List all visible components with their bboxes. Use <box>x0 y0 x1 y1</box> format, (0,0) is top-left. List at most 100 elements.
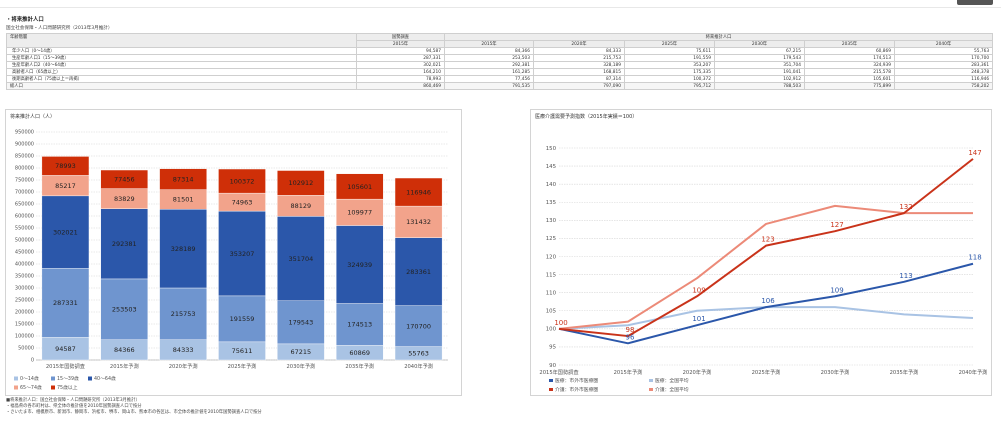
table-cell: 164,210 <box>356 68 445 76</box>
bar-segment <box>41 268 90 338</box>
y-tick-label: 300000 <box>15 286 34 292</box>
legend-label: 介護：市外市医療圏 <box>555 386 598 393</box>
legend-swatch <box>549 388 553 391</box>
x-tick-label: 2015年国勢調査 <box>539 368 578 376</box>
x-tick-label: 2015年予測 <box>110 362 139 370</box>
footnote-line: ■将来推計人口：国立社会保障・人口問題研究所（2013年3月推計） <box>6 398 140 403</box>
y-tick-label: 105 <box>546 309 556 315</box>
table-cell: 179,543 <box>714 54 805 62</box>
bar-segment <box>394 237 443 306</box>
table-row: 年少人口（0〜14歳） 94,587 84,366 84,333 75,611 67,21… <box>6 47 994 55</box>
bar-value-label: 116946 <box>406 188 431 196</box>
y-tick-label: 500000 <box>15 238 34 244</box>
bar-value-label: 77456 <box>114 176 135 184</box>
y-tick-label: 450000 <box>15 250 34 256</box>
table-cell: 84,333 <box>533 47 625 55</box>
bar-value-label: 102912 <box>288 179 313 187</box>
x-tick-label: 2040年予測 <box>404 362 433 370</box>
point-value-label: 98 <box>626 326 635 334</box>
table-cell: 100,372 <box>624 75 715 83</box>
bar-segment <box>41 195 90 269</box>
bar-segment <box>277 300 325 345</box>
table-cell: 302,021 <box>356 61 445 69</box>
y-tick-label: 145 <box>546 164 556 170</box>
bar-value-label: 74963 <box>232 198 253 206</box>
legend-swatch <box>649 379 653 382</box>
bar-value-label: 287331 <box>53 299 78 307</box>
bar-value-label: 78993 <box>55 162 76 170</box>
bar-segment <box>100 208 149 280</box>
y-tick-label: 750000 <box>15 178 34 184</box>
series-line <box>558 204 973 330</box>
table-cell: 67,215 <box>714 47 805 55</box>
x-tick-label: 2035年予測 <box>890 368 919 376</box>
series-line <box>558 306 974 330</box>
row-label: 高齢者人口（65歳以上） <box>6 68 357 76</box>
bar-value-label: 84366 <box>114 346 135 354</box>
y-tick-label: 130 <box>546 218 557 224</box>
bar-value-label: 88129 <box>291 202 312 210</box>
point-value-label: 101 <box>692 315 705 323</box>
legend-label: 65〜74歳 <box>20 384 42 391</box>
table-cell: 292,381 <box>444 61 534 69</box>
corner-menu-button[interactable] <box>957 0 993 5</box>
series-line <box>558 262 974 345</box>
bar-value-label: 302021 <box>53 228 78 236</box>
table-cell: 860,469 <box>356 82 445 90</box>
point-value-label: 100 <box>554 319 567 327</box>
y-tick-label: 100000 <box>15 334 34 340</box>
legend-swatch <box>649 388 653 391</box>
table-cell: 215,753 <box>533 54 625 62</box>
footnotes: ■将来推計人口：国立社会保障・人口問題研究所（2013年3月推計） ・福島県の各… <box>6 398 706 416</box>
y-tick-label: 250000 <box>15 298 34 304</box>
row-label: 年少人口（0〜14歳） <box>6 47 357 55</box>
table-year-header-row: 2015年 2015年 2020年 2025年 2030年 2035年 2040年 <box>7 40 994 48</box>
legend-label: 15〜39歳 <box>57 375 79 382</box>
bar-segment <box>335 173 384 200</box>
y-tick-label: 400000 <box>15 262 34 268</box>
legend-label: 0〜14歳 <box>20 375 39 382</box>
table-cell: 174,513 <box>804 54 895 62</box>
x-tick-label: 2035年予測 <box>345 362 374 370</box>
point-value-label: 109 <box>830 286 843 294</box>
row-label: 生産年齢人口2（40〜64歳） <box>6 61 357 69</box>
bar-segment <box>41 156 90 176</box>
point-value-label: 106 <box>761 297 775 305</box>
point-value-label: 113 <box>899 272 912 280</box>
table-cell: 175,335 <box>624 68 715 76</box>
year-column-header: 2025年 <box>624 40 715 48</box>
y-tick-label: 850000 <box>15 154 34 160</box>
census-group-header: 国勢調査 <box>356 33 445 41</box>
y-tick-label: 650000 <box>15 202 34 208</box>
table-row: 生産年齢人口1（15〜39歳） 287,331 253,503 215,753 191,… <box>6 54 994 62</box>
demand-index-line-chart: 90 95 100 105 110 115 120 125 130 135 140 145 150 201… <box>539 146 987 393</box>
bar-value-label: 191559 <box>230 315 255 323</box>
table-cell: 324,939 <box>804 61 895 69</box>
bar-value-label: 83829 <box>114 195 135 203</box>
bar-segment <box>394 305 443 347</box>
y-tick-label: 900000 <box>15 142 34 148</box>
table-cell: 84,366 <box>444 47 534 55</box>
y-tick-label: 700000 <box>15 190 34 196</box>
legend-label: 75歳以上 <box>57 384 78 391</box>
table-cell: 788,503 <box>714 82 805 90</box>
y-tick-label: 120 <box>546 254 557 260</box>
bar-value-label: 292381 <box>112 240 137 248</box>
bar-value-label: 85217 <box>55 182 76 190</box>
bar-value-label: 67215 <box>291 348 312 356</box>
table-body: 年少人口（0〜14歳） 94,587 84,366 84,333 75,611 67,21… <box>6 47 994 90</box>
bar-value-label: 324939 <box>347 261 372 269</box>
point-value-label: 123 <box>761 236 774 244</box>
table-row: 高齢者人口（65歳以上） 164,210 161,285 168,815 175,335… <box>6 68 994 76</box>
bar-segment <box>335 198 384 226</box>
bar-value-label: 328189 <box>171 245 196 253</box>
bar-value-label: 84333 <box>173 346 194 354</box>
point-value-label: 132 <box>899 203 912 211</box>
bar-value-label: 55763 <box>408 350 429 358</box>
point-value-label: 127 <box>830 221 843 229</box>
bar-value-label: 170700 <box>406 322 431 330</box>
bar-value-label: 353207 <box>230 250 255 258</box>
y-tick-label: 125 <box>546 236 556 242</box>
bar-segment <box>159 287 207 340</box>
y-tick-label: 600000 <box>15 214 34 220</box>
